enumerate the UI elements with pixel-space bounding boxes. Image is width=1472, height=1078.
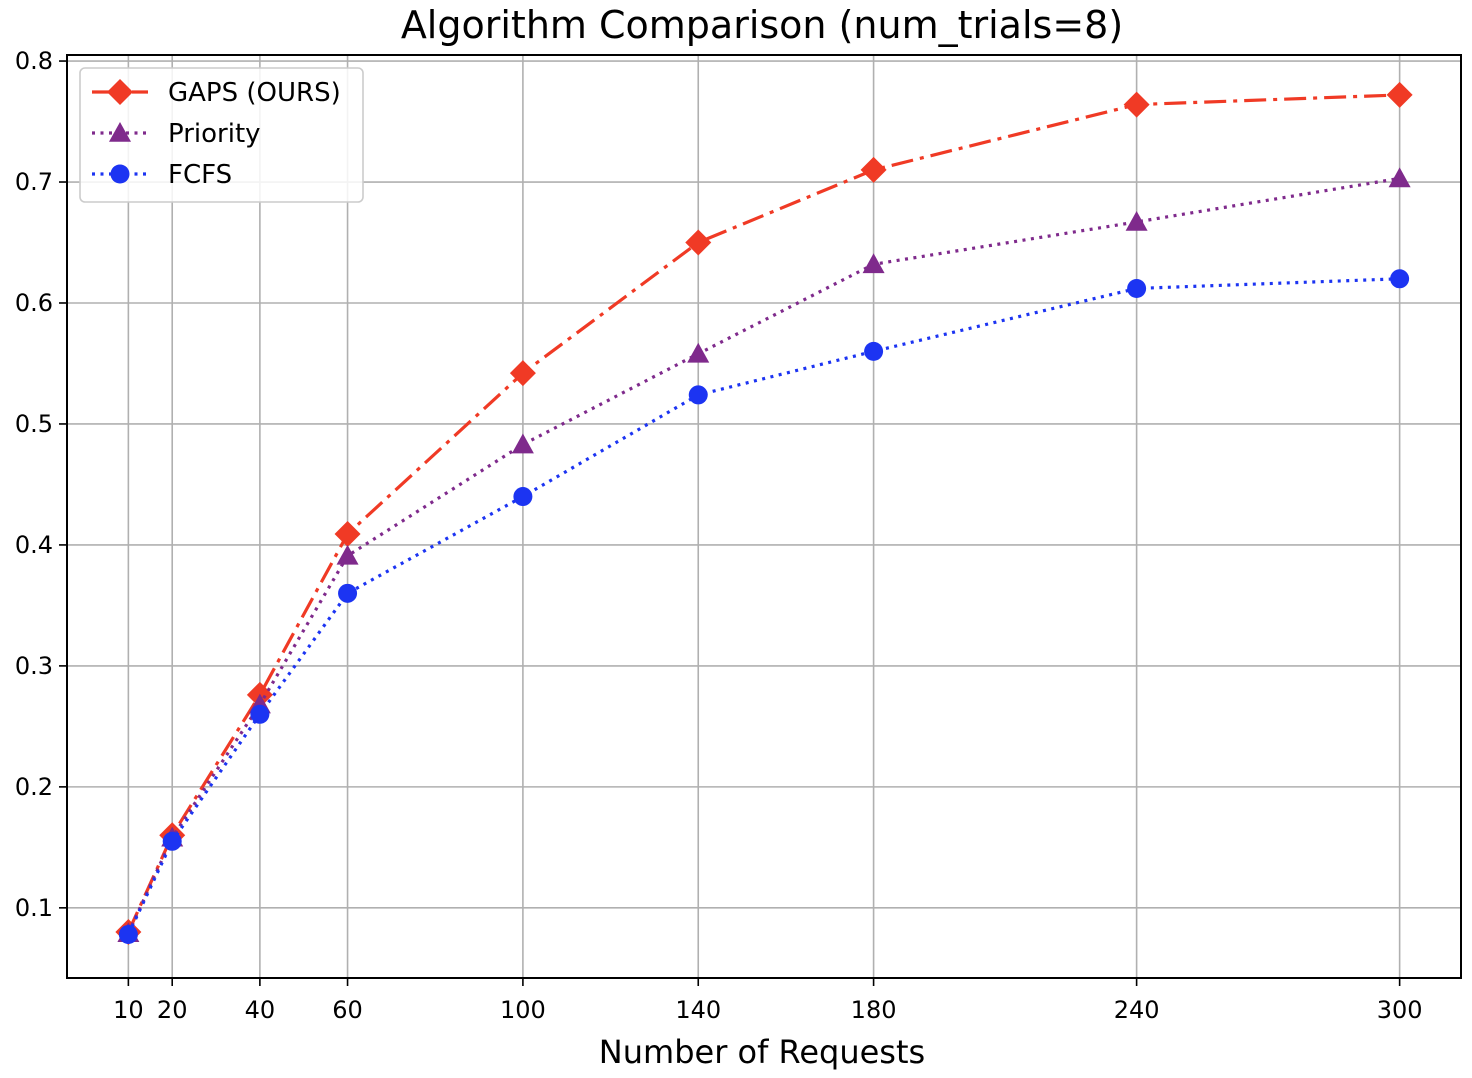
x-tick-label: 300 bbox=[1377, 996, 1423, 1024]
data-point-triangle bbox=[1125, 210, 1148, 231]
y-tick-label: 0.1 bbox=[15, 894, 53, 922]
data-point-triangle bbox=[336, 544, 359, 565]
data-point-diamond bbox=[509, 360, 536, 387]
data-point-diamond bbox=[334, 521, 361, 548]
x-tick-label: 40 bbox=[245, 996, 276, 1024]
legend-box bbox=[79, 67, 364, 203]
y-axis: 0.1 0.2 0.3 0.4 0.5 0.6 0.7 0.8 bbox=[15, 47, 67, 922]
chart-title: Algorithm Comparison (num_trials=8) bbox=[401, 3, 1123, 47]
series-layer bbox=[115, 81, 1413, 946]
data-point-circle bbox=[688, 385, 708, 405]
y-tick-label: 0.5 bbox=[15, 410, 53, 438]
data-point-diamond bbox=[1386, 81, 1413, 108]
data-point-circle bbox=[338, 583, 358, 603]
legend-item: FCFS bbox=[92, 160, 232, 190]
data-point-circle bbox=[162, 831, 182, 851]
y-tick-label: 0.4 bbox=[15, 531, 53, 559]
data-point-diamond bbox=[685, 229, 712, 256]
series-line bbox=[126, 277, 1400, 936]
grid-lines bbox=[67, 55, 1461, 978]
legend-label: Priority bbox=[168, 119, 261, 149]
y-tick-label: 0.6 bbox=[15, 289, 53, 317]
series-line bbox=[126, 176, 1400, 934]
data-point-triangle bbox=[687, 342, 710, 363]
legend-item: Priority bbox=[92, 119, 261, 149]
y-tick-label: 0.3 bbox=[15, 652, 53, 680]
x-tick-label: 140 bbox=[675, 996, 721, 1024]
data-point-triangle bbox=[511, 433, 534, 454]
x-tick-label: 60 bbox=[332, 996, 363, 1024]
legend-item: GAPS (OURS) bbox=[92, 78, 341, 108]
legend-label: GAPS (OURS) bbox=[168, 78, 341, 108]
data-point-circle bbox=[250, 704, 270, 724]
data-point-circle bbox=[1127, 278, 1147, 298]
y-tick-label: 0.8 bbox=[15, 47, 53, 75]
data-point-circle bbox=[864, 341, 884, 361]
series-circle bbox=[118, 269, 1410, 944]
x-axis-label: Number of Requests bbox=[599, 1033, 925, 1071]
x-tick-label: 240 bbox=[1114, 996, 1160, 1024]
plot-area-frame bbox=[66, 54, 1462, 979]
legend: GAPS (OURS) Priority FCFS bbox=[79, 67, 364, 203]
data-point-circle bbox=[118, 924, 138, 944]
data-point-circle bbox=[513, 487, 533, 507]
x-tick-label: 180 bbox=[851, 996, 897, 1024]
x-tick-label: 20 bbox=[157, 996, 188, 1024]
legend-marker-triangle bbox=[109, 122, 131, 142]
x-tick-label: 100 bbox=[500, 996, 546, 1024]
data-point-diamond bbox=[1123, 91, 1150, 118]
y-tick-label: 0.2 bbox=[15, 773, 53, 801]
data-point-diamond bbox=[860, 156, 887, 183]
legend-marker-diamond bbox=[107, 79, 133, 105]
legend-label: FCFS bbox=[168, 160, 232, 190]
data-point-circle bbox=[1390, 269, 1410, 289]
x-axis: 10 20 40 60 100 140 180 240 300 bbox=[113, 978, 1423, 1024]
legend-marker-circle bbox=[110, 164, 130, 184]
y-tick-label: 0.7 bbox=[15, 168, 53, 196]
data-point-triangle bbox=[1388, 167, 1411, 188]
x-tick-label: 10 bbox=[113, 996, 144, 1024]
data-point-triangle bbox=[862, 253, 885, 274]
